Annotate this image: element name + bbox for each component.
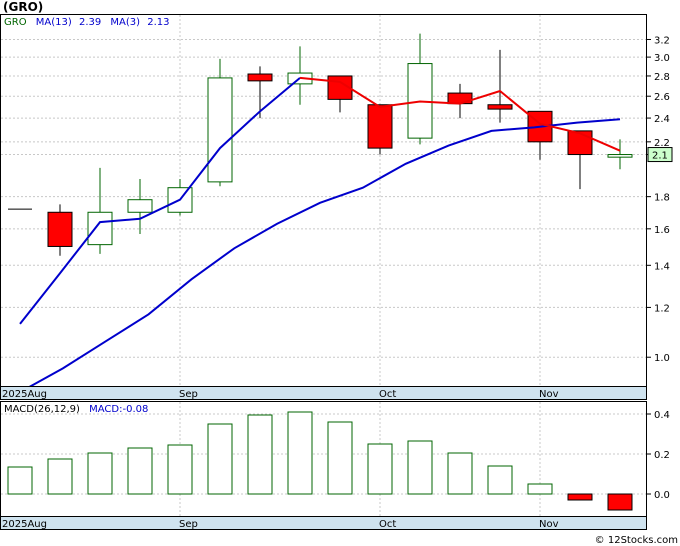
candle [47, 204, 73, 256]
last-price-value: 2.1 [652, 151, 668, 162]
macd-bar [407, 440, 433, 495]
macd-bar [527, 483, 553, 495]
legend-ma13-value: 2.39 [79, 17, 101, 28]
price-tick-label: 1.0 [654, 353, 670, 364]
candle [487, 49, 513, 123]
price-tick-label: 1.6 [654, 225, 670, 236]
macd-bar [7, 466, 33, 495]
x-axis-label: 2025Aug [2, 389, 47, 400]
x-axis-label: Oct [379, 389, 396, 400]
candle [127, 179, 153, 234]
price-tick-label: 1.2 [654, 303, 670, 314]
ma13-line [19, 118, 621, 394]
candle [407, 33, 433, 145]
candle-body [207, 77, 233, 183]
candle-body [127, 199, 153, 213]
candle [87, 167, 113, 254]
macd-tick-label: 0.2 [654, 450, 670, 461]
last-price-badge: 2.1 [647, 147, 673, 163]
macd-bar [47, 458, 73, 495]
chart-title: (GRO) [3, 0, 43, 14]
macd-bar [567, 493, 593, 501]
price-date-strip [0, 386, 647, 400]
macd-bar [287, 411, 313, 495]
candle-body [607, 154, 633, 158]
price-tick-label: 2.8 [654, 72, 670, 83]
macd-y-axis: 0.0 0.2 0.4 [646, 410, 670, 501]
price-x-axis: 2025Aug Sep Oct Nov [2, 389, 559, 400]
candle-body [447, 92, 473, 105]
price-tick-label: 3.0 [654, 53, 670, 64]
macd-legend-value: MACD:-0.08 [89, 404, 148, 415]
macd-legend: MACD(26,12,9) MACD:-0.08 [4, 404, 148, 415]
macd-bar [367, 443, 393, 495]
macd-x-axis: 2025Aug Sep Oct Nov [2, 519, 559, 530]
price-tick-label: 2.6 [654, 92, 670, 103]
x-axis-label: Nov [539, 389, 559, 400]
candle-body [47, 211, 73, 247]
macd-bar [487, 465, 513, 495]
macd-bar [87, 452, 113, 495]
macd-bar [327, 421, 353, 495]
x-axis-label: Oct [379, 519, 396, 530]
legend-ma3-label: MA(3) [110, 17, 140, 28]
candle-body [247, 73, 273, 82]
macd-tick-label: 0.4 [654, 410, 670, 421]
ma3-line-recent [299, 76, 621, 152]
candle-body [87, 211, 113, 246]
candle [207, 58, 233, 187]
candle-body [567, 130, 593, 156]
x-axis-label: 2025Aug [2, 519, 47, 530]
x-axis-label: Nov [539, 519, 559, 530]
macd-bar [207, 423, 233, 495]
macd-bar [247, 414, 273, 495]
candle-body [367, 104, 393, 149]
candle [367, 104, 393, 155]
price-tick-label: 2.4 [654, 114, 670, 125]
legend-ma13-label: MA(13) [36, 17, 72, 28]
price-y-axis: 1.0 1.2 1.4 1.6 1.8 2.1 2.2 2.4 2.6 2.8 3.0 3.2 [646, 35, 670, 364]
candle-body [407, 63, 433, 139]
price-tick-label: 1.4 [654, 261, 670, 272]
macd-date-strip [0, 516, 647, 530]
x-axis-label: Sep [179, 389, 198, 400]
x-axis-label: Sep [179, 519, 198, 530]
candle [607, 139, 633, 170]
legend-ma3-value: 2.13 [147, 17, 169, 28]
price-legend: GRO MA(13) 2.39 MA(3) 2.13 [4, 17, 170, 28]
legend-ticker: GRO [4, 17, 27, 28]
candle [247, 66, 273, 119]
macd-bar [447, 452, 473, 495]
price-tick-label: 3.2 [654, 35, 670, 46]
macd-bar [607, 493, 633, 511]
price-tick-label: 2.2 [654, 138, 670, 149]
macd-legend-label: MACD(26,12,9) [4, 404, 80, 415]
macd-histogram [7, 411, 633, 511]
macd-bar [167, 444, 193, 495]
macd-bar [127, 447, 153, 495]
ma3-line [19, 77, 301, 325]
watermark: © 12Stocks.com [595, 535, 678, 546]
macd-tick-label: 0.0 [654, 490, 670, 501]
candle-body [487, 104, 513, 110]
price-tick-label: 1.8 [654, 193, 670, 204]
